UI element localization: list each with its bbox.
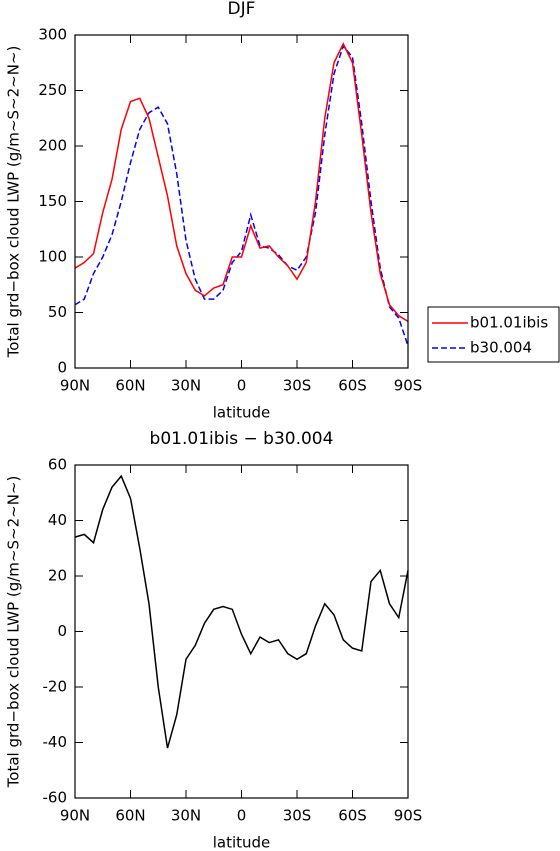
- x-axis-label: latitude: [213, 404, 271, 422]
- x-tick-label: 60N: [115, 807, 145, 825]
- x-tick-label: 30S: [283, 377, 312, 395]
- y-tick-label: 0: [57, 359, 67, 377]
- y-axis-label: Total grd−box cloud LWP (g/m~S~2~N~): [5, 46, 23, 359]
- y-tick-label: 40: [48, 511, 67, 529]
- y-tick-label: 50: [48, 303, 67, 321]
- y-tick-label: 300: [38, 26, 67, 44]
- x-tick-label: 60S: [338, 807, 367, 825]
- y-tick-label: 250: [38, 81, 67, 99]
- y-tick-label: 20: [48, 567, 67, 585]
- data-line: [74, 42, 409, 323]
- legend-label: b30.004: [470, 339, 532, 357]
- legend: b01.01ibis b30.004: [427, 306, 560, 363]
- y-tick-label: -60: [43, 789, 68, 807]
- x-tick-label: 90S: [394, 807, 423, 825]
- legend-box: [427, 306, 560, 363]
- y-axis-label: Total grd−box cloud LWP (g/m~S~2~N~): [5, 476, 23, 789]
- data-line: [74, 44, 409, 347]
- x-tick-label: 0: [237, 377, 247, 395]
- x-tick-label: 90N: [60, 377, 90, 395]
- chart-title: b01.01ibis − b30.004: [150, 429, 334, 449]
- plot-frame: [74, 464, 409, 799]
- x-tick-label: 30N: [171, 377, 201, 395]
- x-axis-label: latitude: [213, 834, 271, 851]
- x-tick-label: 60N: [115, 377, 145, 395]
- y-tick-label: 200: [38, 137, 67, 155]
- plot-frame: [74, 34, 409, 369]
- y-tick-label: 150: [38, 192, 67, 210]
- x-tick-label: 90N: [60, 807, 90, 825]
- y-tick-label: -40: [43, 733, 68, 751]
- x-tick-label: 30S: [283, 807, 312, 825]
- legend-label: b01.01ibis: [470, 314, 548, 332]
- x-tick-label: 60S: [338, 377, 367, 395]
- y-tick-label: 100: [38, 248, 67, 266]
- y-tick-label: 0: [57, 622, 67, 640]
- y-tick-label: 60: [48, 456, 67, 474]
- x-tick-label: 90S: [394, 377, 423, 395]
- chart-title: DJF: [228, 0, 256, 19]
- y-tick-label: -20: [43, 678, 68, 696]
- data-line: [74, 474, 409, 749]
- x-tick-label: 0: [237, 807, 247, 825]
- x-tick-label: 30N: [171, 807, 201, 825]
